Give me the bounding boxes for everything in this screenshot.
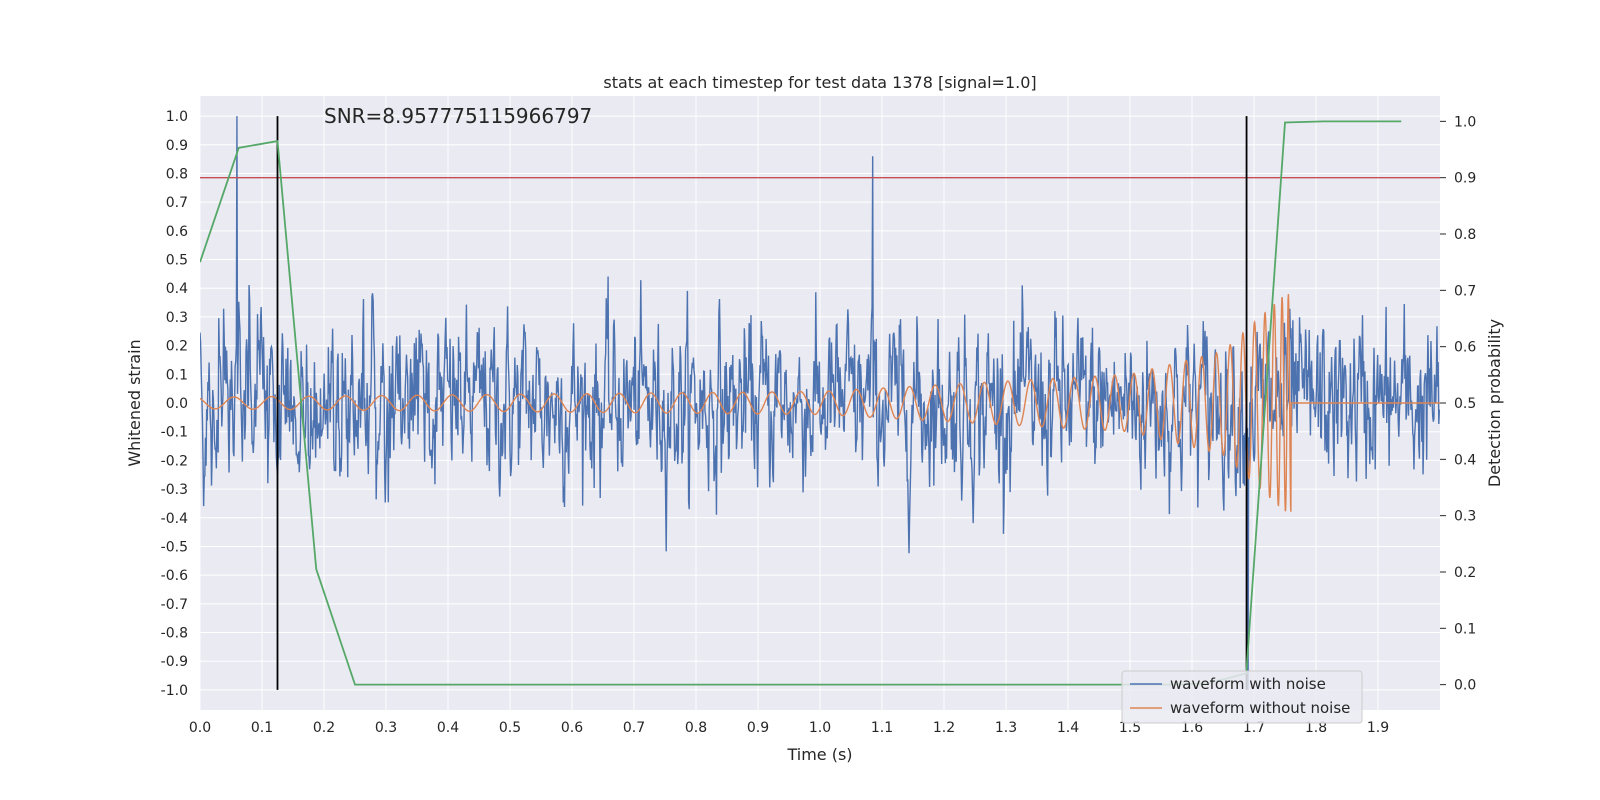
x-tick-label: 0.0	[189, 720, 211, 736]
chart-title: stats at each timestep for test data 137…	[603, 73, 1036, 92]
y-left-tick-label: 0.1	[166, 367, 188, 383]
y-right-tick-label: 0.0	[1454, 678, 1476, 694]
y-right-tick-label: 0.1	[1454, 621, 1476, 637]
y-axis-right-label: Detection probability	[1485, 319, 1504, 487]
x-tick-label: 0.5	[499, 720, 521, 736]
x-tick-label: 0.6	[561, 720, 583, 736]
x-tick-label: 0.2	[313, 720, 335, 736]
x-tick-label: 1.0	[809, 720, 831, 736]
y-left-tick-label: -0.4	[161, 511, 188, 527]
y-right-tick-label: 0.3	[1454, 509, 1476, 525]
y-right-tick-label: 0.7	[1454, 283, 1476, 299]
x-axis: 0.0 0.1 0.2 0.3 0.4 0.5 0.6 0.7 0.8 0.9 1.0 1.1 1.2 1…	[189, 720, 1389, 736]
y-right-tick-label: 0.2	[1454, 565, 1476, 581]
y-axis-left: 1.0 0.9 0.8 0.7 0.6 0.5 0.4 0.3 0.2 0.1 0.0 -0.1 -0.…	[161, 109, 188, 699]
x-tick-label: 1.7	[1243, 720, 1265, 736]
snr-annotation: SNR=8.957775115966797	[324, 104, 592, 128]
x-tick-label: 0.1	[251, 720, 273, 736]
y-left-tick-label: -0.5	[161, 539, 188, 555]
y-right-tick-label: 0.8	[1454, 227, 1476, 243]
series-layer	[200, 116, 1440, 690]
x-tick-label: 1.4	[1057, 720, 1079, 736]
y-left-tick-label: 0.3	[166, 310, 188, 326]
y-left-tick-label: -0.6	[161, 568, 188, 584]
legend: waveform with noise waveform without noi…	[1121, 670, 1363, 724]
x-tick-label: 1.6	[1181, 720, 1203, 736]
x-tick-label: 0.4	[437, 720, 459, 736]
series-waveform-with-noise	[200, 116, 1440, 690]
grid	[199, 96, 1440, 710]
y-right-tick-label: 0.4	[1454, 452, 1476, 468]
legend-label-clean: waveform without noise	[1170, 699, 1350, 717]
y-left-tick-label: 0.9	[166, 138, 188, 154]
x-tick-label: 1.5	[1119, 720, 1141, 736]
y-left-tick-label: -0.8	[161, 626, 188, 642]
y-left-tick-label: 0.2	[166, 339, 188, 355]
y-left-tick-label: -0.2	[161, 453, 188, 469]
x-tick-label: 0.9	[747, 720, 769, 736]
y-left-tick-label: 0.8	[166, 166, 188, 182]
legend-box	[1121, 670, 1363, 724]
legend-label-noisy: waveform with noise	[1170, 675, 1326, 693]
y-left-tick-label: -0.7	[161, 597, 188, 613]
y-right-tick-label: 0.9	[1454, 171, 1476, 187]
x-tick-label: 1.2	[933, 720, 955, 736]
y-axis-right: 1.0 0.9 0.8 0.7 0.6 0.5 0.4 0.3 0.2 0.1 0.0	[1440, 114, 1476, 694]
y-left-tick-label: 1.0	[166, 109, 188, 125]
y-axis-left-label: Whitened strain	[125, 339, 144, 466]
y-right-tick-label: 1.0	[1454, 114, 1476, 130]
y-left-tick-label: -1.0	[161, 683, 188, 699]
y-right-tick-label: 0.6	[1454, 340, 1476, 356]
x-tick-label: 0.3	[375, 720, 397, 736]
x-tick-label: 1.8	[1305, 720, 1327, 736]
x-tick-label: 0.7	[623, 720, 645, 736]
y-right-tick-label: 0.5	[1454, 396, 1476, 412]
x-tick-label: 1.1	[871, 720, 893, 736]
x-tick-label: 0.8	[685, 720, 707, 736]
x-axis-label: Time (s)	[786, 745, 852, 764]
y-left-tick-label: 0.0	[166, 396, 188, 412]
y-left-tick-label: -0.3	[161, 482, 188, 498]
x-tick-label: 1.9	[1367, 720, 1389, 736]
y-left-tick-label: 0.4	[166, 281, 188, 297]
x-tick-label: 1.3	[995, 720, 1017, 736]
y-left-tick-label: -0.9	[161, 654, 188, 670]
y-left-tick-label: 0.6	[166, 224, 188, 240]
series-waveform-without-noise	[200, 294, 1440, 512]
y-left-tick-label: -0.1	[161, 425, 188, 441]
y-left-tick-label: 0.7	[166, 195, 188, 211]
y-left-tick-label: 0.5	[166, 253, 188, 269]
